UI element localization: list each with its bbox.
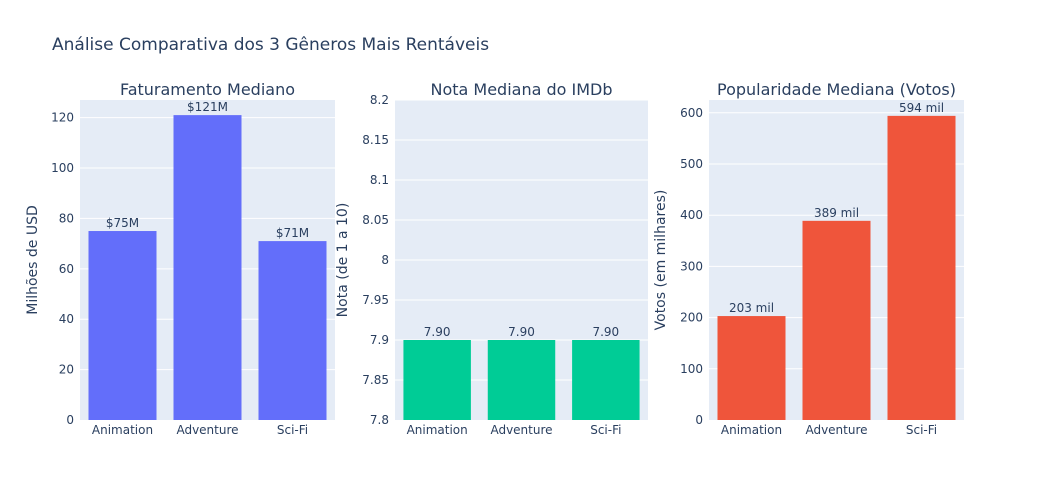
y-tick-label: 8: [381, 253, 389, 267]
x-tick-label: Sci-Fi: [590, 423, 621, 437]
y-tick-label: 0: [66, 413, 74, 427]
bar-adventure: [173, 115, 242, 421]
data-label: $75M: [106, 216, 139, 230]
data-label: 203 mil: [729, 301, 774, 315]
y-tick-label: 600: [680, 106, 703, 120]
data-label: 7.90: [508, 325, 535, 339]
y-tick-label: 100: [680, 362, 703, 376]
data-label: 7.90: [424, 325, 451, 339]
x-tick-label: Animation: [721, 423, 782, 437]
y-tick-label: 7.8: [370, 413, 389, 427]
bar-animation: [88, 231, 157, 420]
y-axis-label: Milhões de USD: [25, 205, 41, 315]
y-tick-label: 8.15: [362, 133, 389, 147]
y-tick-label: 60: [59, 262, 74, 276]
y-tick-label: 120: [51, 111, 74, 125]
y-tick-label: 200: [680, 311, 703, 325]
bar-sci-fi: [887, 115, 956, 420]
y-tick-label: 80: [59, 211, 74, 225]
x-tick-label: Animation: [92, 423, 153, 437]
chart-title: Análise Comparativa dos 3 Gêneros Mais R…: [52, 35, 489, 55]
subplot-2: 7.8 7.85 7.9 7.95 8 8.05 8.1 8.15 8.2 Nota Median…: [335, 80, 648, 437]
x-tick-label: Adventure: [805, 423, 867, 437]
subplot-3: 0 100 200 300 400 500 600 Popularidade Mediana …: [653, 80, 964, 437]
y-tick-label: 20: [59, 363, 74, 377]
bar-animation: [717, 316, 786, 420]
bar-adventure: [487, 340, 556, 420]
data-label: $71M: [276, 226, 309, 240]
y-tick-label: 7.95: [362, 293, 389, 307]
y-tick-label: 7.9: [370, 333, 389, 347]
bar-animation: [403, 340, 471, 420]
y-tick-label: 40: [59, 312, 74, 326]
y-axis-label: Nota (de 1 a 10): [335, 203, 351, 318]
x-tick-label: Sci-Fi: [277, 423, 308, 437]
data-label: 389 mil: [814, 206, 859, 220]
data-label: 594 mil: [899, 101, 944, 115]
y-tick-label: 100: [51, 161, 74, 175]
y-tick-label: 400: [680, 208, 703, 222]
y-tick-label: 500: [680, 157, 703, 171]
x-tick-label: Adventure: [490, 423, 552, 437]
y-tick-label: 300: [680, 259, 703, 273]
x-tick-label: Adventure: [176, 423, 238, 437]
bar-sci-fi: [258, 241, 327, 420]
y-tick-label: 8.05: [362, 213, 389, 227]
x-tick-label: Sci-Fi: [906, 423, 937, 437]
y-axis-label: Votos (em milhares): [653, 190, 669, 331]
subplot-title: Nota Mediana do IMDb: [430, 80, 612, 99]
x-tick-label: Animation: [407, 423, 468, 437]
y-tick-label: 8.2: [370, 93, 389, 107]
y-tick-label: 7.85: [362, 373, 389, 387]
bar-adventure: [802, 220, 871, 420]
data-label: $121M: [187, 100, 228, 114]
subplot-title: Popularidade Mediana (Votos): [717, 80, 956, 99]
subplot-1: 0 20 40 60 80 100 120 Faturamento Mediano Milhõe…: [25, 80, 335, 437]
data-label: 7.90: [592, 325, 619, 339]
y-tick-label: 8.1: [370, 173, 389, 187]
y-tick-label: 0: [695, 413, 703, 427]
bar-sci-fi: [572, 340, 640, 420]
subplot-title: Faturamento Mediano: [120, 80, 295, 99]
